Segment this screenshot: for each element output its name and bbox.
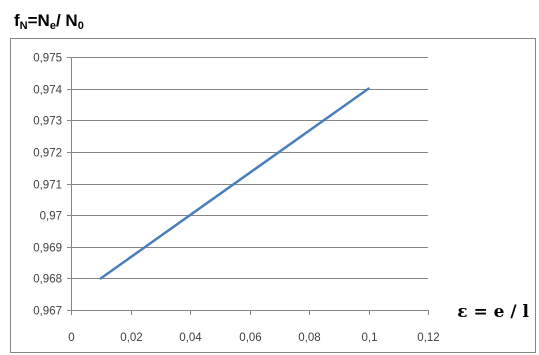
axes <box>71 57 429 315</box>
y-axis-title-part: / N <box>56 11 78 30</box>
chart-frame <box>10 38 536 353</box>
x-tick-label: 0,02 <box>120 332 142 344</box>
y-tick-labels: 0,967 0,968 0,969 0,97 0,971 0,972 0,973 0,974 0… <box>33 53 62 318</box>
y-axis-title-part: N <box>20 20 28 32</box>
y-tick-label: 0,975 <box>33 53 62 65</box>
x-tick-label: 0,08 <box>298 332 320 344</box>
x-tick-label: 0,04 <box>179 332 202 344</box>
y-tick-label: 0,967 <box>33 306 62 318</box>
y-tick-label: 0,974 <box>33 85 62 97</box>
series-line <box>99 87 370 280</box>
x-tick-label: 0 <box>68 332 74 344</box>
y-tick-label: 0,969 <box>33 243 62 255</box>
y-axis-title-part: f <box>14 11 20 30</box>
series-lines <box>99 87 370 280</box>
x-tick-label: 0,06 <box>239 332 261 344</box>
y-axis-title-part: =N <box>28 11 50 30</box>
y-axis-title: fN=Ne/ N0 <box>14 11 84 32</box>
y-tick-label: 0,97 <box>40 211 62 223</box>
x-tick-labels: 0 0,02 0,04 0,06 0,08 0,1 0,12 <box>68 332 439 344</box>
x-tick-label: 0,1 <box>362 332 378 344</box>
x-axis-title: ε = e / l <box>457 302 529 322</box>
y-tick-label: 0,972 <box>33 148 62 160</box>
y-axis-title-part: e <box>50 20 56 32</box>
y-tick-label: 0,968 <box>33 274 62 286</box>
x-tick-label: 0,12 <box>417 332 439 344</box>
y-tick-label: 0,973 <box>33 116 62 128</box>
y-axis-title-part: 0 <box>78 20 84 32</box>
y-tick-label: 0,971 <box>33 180 62 192</box>
